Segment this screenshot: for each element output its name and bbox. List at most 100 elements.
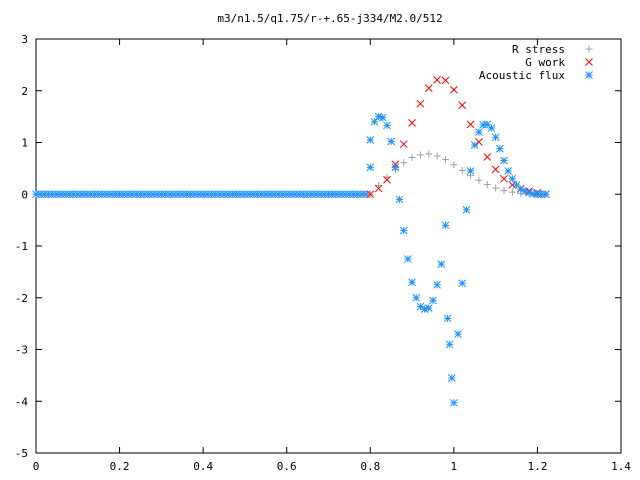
r-stress-point	[483, 180, 491, 188]
g-work-point-stroke	[441, 76, 450, 85]
acoustic-flux-point-stroke	[500, 156, 508, 165]
axes-group: 0 0.2 0.4 0.6 0.8 1 1.2 1.4 3 2 1 0 -1 -2 -3 -4 -5	[15, 33, 632, 473]
r-stress-point	[416, 151, 424, 159]
g-work-point	[408, 118, 416, 127]
acoustic-flux-point	[378, 113, 387, 122]
y-tick-label: -5	[15, 447, 28, 460]
g-work-point	[458, 101, 467, 110]
y-tick-label: 0	[21, 188, 28, 201]
x-tick-label: 0.4	[193, 460, 213, 473]
g-work-point	[500, 174, 508, 183]
g-work-point-stroke	[424, 84, 433, 93]
r-stress-point	[408, 154, 416, 162]
g-work-point	[450, 85, 458, 94]
legend-marker-r-stress	[585, 45, 593, 53]
acoustic-flux-baseline	[32, 190, 370, 199]
g-work-point	[366, 190, 375, 199]
x-tick-label: 0.2	[110, 460, 130, 473]
acoustic-flux-point	[462, 205, 471, 214]
g-work-point-stroke	[491, 165, 500, 174]
g-work-point-stroke	[500, 174, 508, 183]
g-work-point-stroke	[466, 120, 475, 129]
g-work-point-stroke	[458, 101, 467, 110]
r-stress-point	[400, 159, 408, 167]
acoustic-flux-point	[454, 330, 462, 338]
acoustic-flux-point	[447, 374, 456, 382]
legend-label-acoustic-flux: Acoustic flux	[479, 69, 565, 82]
legend-label-r-stress: R stress	[512, 43, 565, 56]
acoustic-flux-point	[445, 340, 454, 349]
r-stress-point	[442, 156, 449, 164]
g-work-point-stroke	[433, 76, 441, 84]
acoustic-flux-point	[366, 163, 375, 172]
acoustic-flux-point-stroke	[366, 163, 375, 172]
acoustic-flux-point-stroke	[450, 398, 458, 407]
g-work-point	[475, 138, 483, 146]
g-work-point	[424, 84, 433, 93]
acoustic-flux-point	[404, 255, 412, 263]
r-stress-point	[425, 150, 433, 158]
acoustic-flux-point-stroke	[447, 374, 456, 382]
chart-title: m3/n1.5/q1.75/r-+.65-j334/M2.0/512	[217, 12, 442, 25]
r-stress-point	[458, 166, 466, 174]
r-stress-point	[492, 184, 500, 192]
acoustic-flux-point-stroke	[491, 133, 500, 142]
g-work-point-stroke	[450, 85, 458, 94]
acoustic-flux-point	[383, 121, 391, 130]
acoustic-flux-point-stroke	[504, 167, 513, 175]
acoustic-flux-point	[441, 221, 450, 230]
acoustic-flux-point	[466, 167, 475, 175]
g-work-point-stroke	[416, 99, 425, 108]
x-tick-label: 0.6	[277, 460, 297, 473]
acoustic-flux-point-stroke	[462, 205, 471, 214]
acoustic-flux-point-stroke	[454, 330, 462, 338]
acoustic-flux-point-stroke	[404, 255, 412, 263]
acoustic-flux-series	[366, 112, 550, 407]
acoustic-flux-point-stroke	[387, 137, 396, 146]
acoustic-flux-point-stroke	[433, 280, 441, 289]
acoustic-flux-point-stroke	[445, 340, 454, 349]
y-tick-label: 1	[21, 137, 28, 150]
y-tick-label: 2	[21, 85, 28, 98]
acoustic-flux-point	[370, 117, 379, 126]
x-tick-label: 1.2	[527, 460, 547, 473]
acoustic-flux-point	[408, 278, 416, 287]
acoustic-flux-point	[500, 156, 508, 165]
acoustic-flux-point-stroke	[487, 124, 496, 132]
acoustic-flux-point	[491, 133, 500, 142]
acoustic-flux-point	[395, 195, 404, 204]
legend-marker-acoustic-flux	[585, 71, 593, 79]
y-tick-label: -2	[15, 292, 28, 305]
acoustic-flux-point	[443, 314, 452, 323]
acoustic-flux-point	[541, 190, 550, 199]
acoustic-flux-point-stroke	[395, 195, 404, 204]
acoustic-flux-point-stroke	[399, 226, 408, 235]
g-work-point	[466, 120, 475, 129]
acoustic-flux-point-stroke	[521, 187, 529, 195]
acoustic-flux-point-stroke	[512, 181, 521, 189]
acoustic-flux-point	[387, 137, 396, 146]
r-stress-point	[475, 176, 483, 184]
acoustic-flux-point-stroke	[412, 293, 421, 302]
x-tick-label: 0.8	[360, 460, 380, 473]
acoustic-flux-point	[475, 128, 483, 137]
r-stress-point	[375, 181, 383, 189]
acoustic-flux-point	[479, 121, 487, 129]
acoustic-flux-point-stroke	[429, 296, 437, 305]
acoustic-flux-point	[424, 304, 433, 312]
acoustic-flux-point-stroke	[495, 144, 504, 153]
g-work-point-stroke	[366, 190, 375, 199]
acoustic-flux-point-stroke	[541, 190, 550, 199]
g-work-point	[441, 76, 450, 85]
acoustic-flux-point-stroke	[470, 141, 479, 149]
acoustic-flux-point-stroke	[424, 304, 433, 312]
g-work-point	[491, 165, 500, 174]
acoustic-flux-point-stroke	[483, 120, 492, 129]
acoustic-flux-point	[470, 141, 479, 149]
g-work-point	[416, 99, 425, 108]
acoustic-flux-point-stroke	[466, 167, 475, 175]
r-stress-point	[450, 161, 458, 169]
y-tick-label: -4	[15, 395, 29, 408]
